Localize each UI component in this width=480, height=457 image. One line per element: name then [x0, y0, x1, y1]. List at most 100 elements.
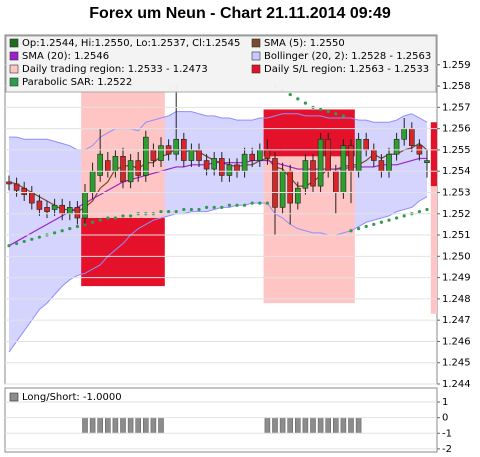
sar-dot [357, 227, 361, 231]
sar-dot [227, 203, 231, 207]
candle-body [105, 160, 111, 172]
sar-dot [91, 220, 95, 224]
bar [279, 417, 286, 434]
candle-body [310, 160, 316, 187]
candle-body [279, 170, 286, 208]
candle-body [332, 170, 339, 193]
sar-dot [15, 241, 19, 246]
legend-swatch [251, 38, 261, 48]
legend-label: SMA (20): 1.2546 [22, 51, 109, 62]
bar [135, 417, 141, 434]
bar [82, 417, 88, 434]
trading-region [263, 156, 355, 304]
candle-body [196, 149, 202, 161]
y-tick-label: 1.244 [442, 379, 471, 390]
sl-region [263, 109, 355, 157]
bar [112, 417, 119, 434]
legend-swatch [9, 64, 19, 74]
legend-label: SMA (5): 1.2550 [264, 38, 345, 49]
candle-body [13, 183, 20, 191]
candle-body [135, 160, 141, 176]
indicator-area [4, 387, 438, 453]
candle-body [219, 158, 225, 176]
y-tick-label: 1.253 [442, 187, 471, 198]
sar-dot [288, 92, 292, 97]
candle-body [317, 138, 324, 187]
sar-dot [53, 231, 57, 235]
sar-dot [417, 210, 421, 214]
sar-dot [303, 101, 307, 105]
sar-dot [258, 201, 262, 205]
candle-body [241, 153, 248, 172]
bar [333, 417, 339, 434]
legend-swatch [251, 51, 261, 61]
candle-body [97, 153, 103, 176]
candle-body [272, 158, 278, 208]
candle-body [74, 207, 81, 219]
sar-dot [349, 229, 353, 233]
candle-body [249, 153, 255, 161]
y-tick-label: 1.257 [442, 102, 471, 113]
sar-dot [37, 235, 42, 239]
y-tick-label: 1.245 [442, 358, 471, 369]
legend-box [5, 35, 437, 93]
candle-body [112, 155, 119, 172]
sl-region [81, 218, 165, 287]
sar-dot [212, 205, 216, 209]
bar [150, 417, 157, 434]
candle-body [226, 164, 233, 176]
sar-dot [296, 97, 300, 101]
chart-title: Forex um Neun - Chart 21.11.2014 09:49 [89, 5, 391, 22]
candle-body [378, 160, 385, 172]
sar-dot [174, 210, 178, 214]
sar-dot [113, 216, 117, 220]
sar-dot [319, 107, 323, 112]
sar-dot [159, 210, 163, 214]
y-tick-label: -2 [442, 444, 452, 455]
bar [302, 417, 309, 434]
sar-dot [220, 205, 224, 209]
candle-body [173, 138, 179, 155]
bar [340, 417, 347, 434]
sar-dot [75, 224, 79, 229]
main-plot [6, 83, 437, 353]
sar-dot [98, 218, 102, 222]
sar-dot [182, 207, 186, 212]
candle-body [150, 149, 157, 161]
candle-body [203, 160, 210, 170]
sar-dot [265, 201, 269, 205]
sar-dot [197, 207, 201, 212]
candle-body [28, 192, 35, 204]
y-tick-label: -1 [442, 428, 452, 439]
bar [295, 417, 301, 434]
sl-region [430, 122, 437, 187]
legend-label: Daily S/L region: 1.2563 - 1.2533 [264, 64, 429, 75]
y-tick-label: 1.250 [442, 251, 471, 262]
sar-dot [334, 112, 338, 116]
candle-body [59, 204, 66, 215]
candle-body [264, 149, 271, 159]
bar [97, 417, 103, 434]
bar [105, 417, 111, 434]
sar-dot [372, 222, 376, 226]
bar [317, 417, 324, 434]
band-line [8, 196, 428, 353]
candle-body [211, 158, 217, 170]
candle-body [234, 164, 240, 172]
candle-body [401, 128, 408, 140]
candle-body [393, 138, 400, 155]
candle-body [363, 138, 370, 151]
y-tick-label: 1 [442, 397, 448, 408]
legend-swatch [9, 38, 19, 48]
sar-dot [205, 205, 209, 209]
legend-swatch [251, 64, 261, 74]
sar-dot [425, 207, 429, 212]
sar-dot [341, 114, 345, 118]
candle-body [36, 200, 43, 210]
y-tick-label: 1.255 [442, 145, 471, 156]
sar-dot [167, 210, 171, 214]
candle-body [188, 149, 195, 161]
bar [158, 417, 164, 434]
sar-dot [364, 224, 368, 229]
